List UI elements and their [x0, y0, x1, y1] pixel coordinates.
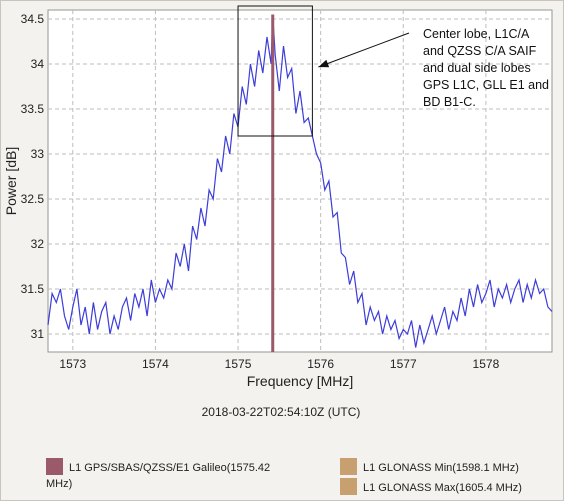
- annotation-box: [237, 5, 313, 137]
- annotation-arrow: [318, 32, 410, 68]
- legend-item-glonass-max: L1 GLONASS Max(1605.4 MHz): [340, 478, 522, 496]
- legend-swatch-l1-gps: [46, 458, 63, 475]
- legend-label-glonass-max: L1 GLONASS Max(1605.4 MHz): [363, 482, 522, 494]
- x-tick-label: 1573: [59, 357, 86, 371]
- x-axis-label: Frequency [MHz]: [247, 373, 354, 389]
- legend-item-l1-gps: L1 GPS/SBAS/QZSS/E1 Galileo(1575.42 MHz): [46, 458, 286, 492]
- legend-swatch-glonass-max: [340, 478, 357, 495]
- x-tick-label: 1574: [142, 357, 169, 371]
- annotation-text: Center lobe, L1C/A and QZSS C/A SAIF and d…: [423, 27, 549, 109]
- spectrum-chart: 1573 1574 1575 1576 1577 1578 3131.53232.5333…: [3, 5, 553, 389]
- y-tick-label: 34: [31, 57, 45, 71]
- y-tick-label: 33: [31, 147, 45, 161]
- x-tick-label: 1576: [307, 357, 334, 371]
- y-tick-label: 34.5: [21, 12, 45, 26]
- x-tick-label: 1575: [225, 357, 252, 371]
- legend-label-l1-gps-line2: MHz): [46, 478, 73, 490]
- legend-label-l1-gps-line1: L1 GPS/SBAS/QZSS/E1 Galileo(1575.42: [69, 462, 271, 474]
- y-tick-label: 32: [31, 237, 45, 251]
- annotation-line: GPS L1C, GLL E1 and: [423, 78, 549, 92]
- annotation-line: Center lobe, L1C/A: [423, 27, 530, 41]
- y-tick-labels: 31 31.5 32 32.5 33 33.5 34 34.5: [21, 12, 45, 341]
- x-tick-label: 1578: [473, 357, 500, 371]
- x-tick-labels: 1573 1574 1575 1576 1577 1578: [59, 357, 499, 371]
- y-tick-label: 33.5: [21, 102, 45, 116]
- annotation-arrowhead: [318, 59, 330, 68]
- y-axis-label: Power [dB]: [3, 147, 19, 215]
- y-tick-label: 31: [31, 327, 45, 341]
- annotation-line: and QZSS C/A SAIF: [423, 44, 537, 58]
- legend-swatch-glonass-min: [340, 458, 357, 475]
- timestamp: 2018-03-22T02:54:10Z (UTC): [201, 405, 361, 419]
- annotation-line: BD B1-C.: [423, 95, 476, 109]
- legend-item-glonass-min: L1 GLONASS Min(1598.1 MHz): [340, 458, 519, 476]
- y-tick-label: 31.5: [21, 282, 45, 296]
- x-tick-label: 1577: [390, 357, 417, 371]
- annotation-line: and dual side lobes: [423, 61, 531, 75]
- y-tick-label: 32.5: [21, 192, 45, 206]
- legend-label-glonass-min: L1 GLONASS Min(1598.1 MHz): [363, 462, 519, 474]
- power-series-line: [47, 14, 553, 348]
